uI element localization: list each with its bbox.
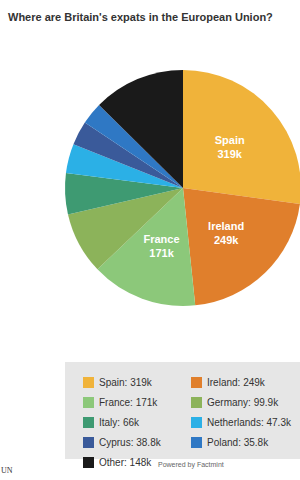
svg-text:France: 171k: France: 171k	[99, 397, 158, 408]
svg-text:Germany: 99.9k: Germany: 99.9k	[207, 397, 279, 408]
svg-text:Powered by Factmint: Powered by Factmint	[158, 461, 224, 469]
svg-text:Poland: 35.8k: Poland: 35.8k	[207, 437, 269, 448]
svg-text:Netherlands: 47.3k: Netherlands: 47.3k	[207, 417, 292, 428]
svg-text:Cyprus: 38.8k: Cyprus: 38.8k	[99, 437, 162, 448]
svg-text:319k: 319k	[217, 148, 242, 160]
svg-text:171k: 171k	[149, 247, 174, 259]
svg-text:France: France	[143, 233, 179, 245]
svg-text:Italy: 66k: Italy: 66k	[99, 417, 140, 428]
svg-text:249k: 249k	[214, 234, 239, 246]
svg-text:Spain: 319k: Spain: 319k	[99, 377, 153, 388]
svg-text:UN: UN	[1, 466, 13, 475]
svg-text:Spain: Spain	[215, 134, 245, 146]
svg-text:Where are Britain's expats in: Where are Britain's expats in the Europe…	[8, 11, 273, 23]
svg-text:Ireland: 249k: Ireland: 249k	[207, 377, 266, 388]
svg-text:Ireland: Ireland	[208, 220, 244, 232]
svg-text:Other: 148k: Other: 148k	[99, 457, 152, 468]
